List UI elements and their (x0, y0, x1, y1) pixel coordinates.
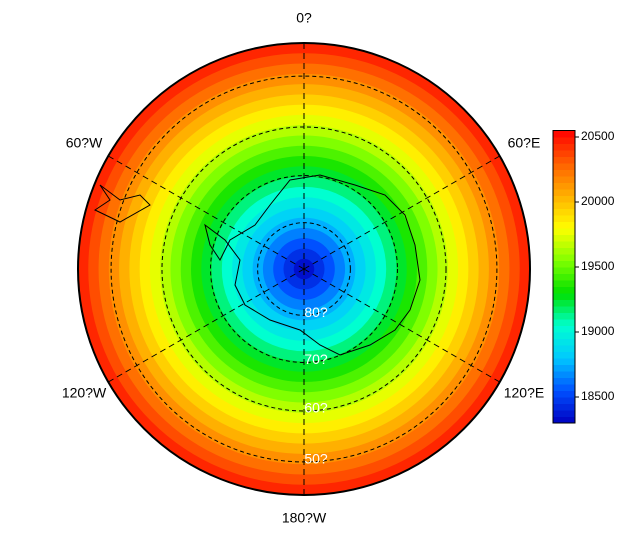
colorbar-cell (553, 286, 575, 294)
colorbar-cell (553, 215, 575, 222)
meridian-label: 120?E (504, 385, 544, 401)
colorbar-cell (553, 351, 575, 359)
colorbar-cell (553, 267, 575, 274)
colorbar-cell (553, 169, 575, 177)
meridian (108, 155, 305, 270)
colorbar-cell (553, 410, 575, 417)
latitude-circle (210, 175, 398, 363)
coastline (204, 174, 421, 356)
colorbar-cell (553, 332, 575, 339)
colorbar-cell (553, 208, 575, 216)
colorbar-cell (553, 163, 575, 170)
colorbar-cell (553, 176, 575, 183)
colorbar-cell (553, 137, 575, 144)
meridian (303, 155, 500, 270)
latitude-label: 50? (304, 451, 328, 467)
colorbar-cell (553, 260, 575, 268)
colorbar-cell (553, 228, 575, 235)
colorbar-cell (553, 312, 575, 320)
colorbar-tick-label: 18500 (581, 389, 615, 403)
colorbar-frame (552, 130, 576, 424)
colorbar-cell (553, 221, 575, 229)
meridian-label: 180?W (282, 510, 327, 526)
colorbar-cell (553, 358, 575, 365)
latitude-circle (257, 222, 351, 316)
colorbar-cell (553, 397, 575, 404)
colorbar-cell (553, 280, 575, 287)
colorbar-tick-label: 20500 (581, 129, 615, 143)
colorbar-cell (553, 202, 575, 209)
colorbar-cell (553, 143, 575, 151)
meridian-label: 60?E (508, 135, 541, 151)
latitude-label: 70? (304, 351, 328, 367)
meridian (108, 268, 305, 383)
meridian-label: 120?W (62, 385, 107, 401)
meridian-label: 0? (296, 10, 312, 26)
colorbar-cell (553, 273, 575, 281)
colorbar-cell (553, 319, 575, 326)
coastline (93, 184, 151, 223)
latitude-label: 60? (304, 400, 328, 416)
colorbar-cell (553, 416, 575, 424)
colorbar-cell (553, 325, 575, 333)
map-border (77, 42, 531, 496)
colorbar-cell (553, 150, 575, 157)
meridian (303, 268, 500, 383)
colorbar-tick-label: 19500 (581, 259, 615, 273)
colorbar-cell (553, 384, 575, 391)
colorbar-tick-label: 19000 (581, 324, 615, 338)
latitude-label: 80? (304, 304, 328, 320)
colorbar-cell (553, 390, 575, 398)
colorbar-cell (553, 364, 575, 372)
colorbar-cell (553, 306, 575, 313)
colorbar-cell (553, 241, 575, 248)
colorbar-cell (553, 234, 575, 242)
colorbar-cell (553, 299, 575, 307)
colorbar-cell (553, 254, 575, 261)
colorbar-cell (553, 130, 575, 138)
colorbar-cell (553, 377, 575, 385)
colorbar-tick-label: 20000 (581, 194, 615, 208)
colorbar-cell (553, 189, 575, 196)
colorbar-cell (553, 293, 575, 300)
colorbar-cell (553, 195, 575, 203)
meridian-label: 60?W (66, 135, 103, 151)
colorbar-cell (553, 182, 575, 190)
colorbar-cell (553, 403, 575, 411)
colorbar-cell (553, 156, 575, 164)
colorbar-cell (553, 338, 575, 346)
colorbar-cell (553, 371, 575, 378)
colorbar-cell (553, 247, 575, 255)
colorbar-cell (553, 345, 575, 352)
